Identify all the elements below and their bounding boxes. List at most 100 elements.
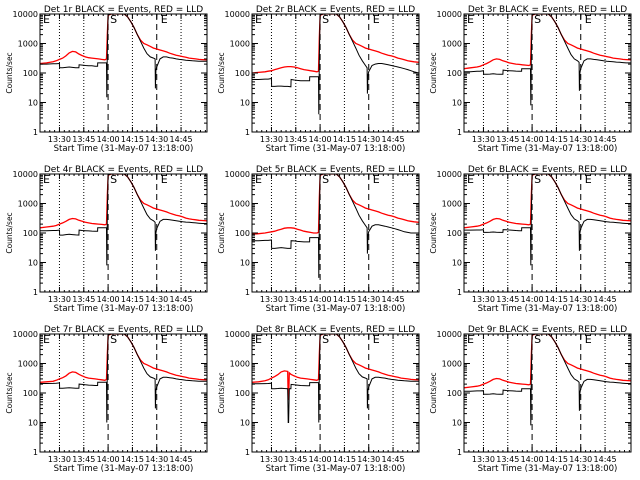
x-tick-label: 14:45 [594,135,617,144]
plot-frame [463,173,632,293]
interval-marker-label: S [322,173,329,186]
y-tick-label: 1 [33,288,38,297]
y-tick-label: 1 [33,448,38,457]
interval-marker-label: E [43,333,50,346]
y-axis-label: Counts/sec [5,212,14,253]
interval-marker-label: E [373,13,380,26]
y-tick-label: 10 [452,259,462,268]
chart-title: Det 9r BLACK = Events, RED = LLD [468,325,627,335]
interval-marker-label: E [43,13,50,26]
x-tick-label: 14:00 [309,295,332,304]
plot-frame [251,173,420,293]
y-tick-label: 1000 [18,200,38,209]
interval-marker-label: E [161,173,168,186]
plot-frame [39,13,208,133]
x-axis-label: Start Time (31-May-07 13:18:00) [54,464,194,474]
x-tick-label: 13:45 [72,455,95,464]
interval-marker-label: E [255,13,262,26]
x-tick-label: 13:30 [260,135,283,144]
x-tick-label: 14:15 [333,295,356,304]
y-tick-label: 10000 [225,10,250,19]
chart-title: Det 3r BLACK = Events, RED = LLD [468,5,627,15]
y-tick-label: 10000 [225,330,250,339]
plot-frame [251,13,420,133]
events-series-line [252,334,419,423]
x-tick-label: 14:30 [145,455,168,464]
x-tick-label: 13:30 [472,455,495,464]
x-tick-label: 14:00 [521,295,544,304]
x-tick-label: 14:30 [145,295,168,304]
x-tick-label: 14:45 [382,295,405,304]
chart-title: Det 5r BLACK = Events, RED = LLD [256,165,415,175]
y-tick-label: 1 [457,288,462,297]
x-tick-label: 14:15 [545,295,568,304]
x-tick-label: 13:30 [472,135,495,144]
events-series-line [464,334,631,426]
y-tick-label: 1000 [230,200,250,209]
interval-marker-label: E [467,173,474,186]
interval-marker-label: E [585,13,592,26]
x-tick-label: 13:45 [284,135,307,144]
y-tick-label: 100 [23,229,38,238]
interval-marker-label: S [322,13,329,26]
chart-panel: Det 5r BLACK = Events, RED = LLD 1 10 100 10… [217,165,420,314]
x-tick-label: 14:30 [569,295,592,304]
y-tick-label: 10000 [13,330,38,339]
x-axis-label: Start Time (31-May-07 13:18:00) [54,304,194,314]
y-tick-label: 1 [33,128,38,137]
x-tick-label: 14:45 [382,135,405,144]
chart-panel: Det 2r BLACK = Events, RED = LLD 1 10 100 10… [217,5,420,154]
interval-marker-label: S [110,333,117,346]
y-tick-label: 10 [452,99,462,108]
x-tick-label: 14:30 [357,455,380,464]
lld-series-line [40,334,207,383]
x-tick-label: 13:45 [72,295,95,304]
interval-marker-label: E [43,173,50,186]
interval-marker-label: E [585,333,592,346]
y-tick-label: 10000 [13,10,38,19]
lld-series-line [252,334,419,401]
x-tick-label: 13:45 [496,295,519,304]
x-tick-label: 14:00 [97,295,120,304]
y-tick-label: 100 [235,69,250,78]
x-tick-label: 14:30 [569,455,592,464]
plot-frame [39,333,208,453]
x-tick-label: 13:30 [48,295,71,304]
y-tick-label: 1 [245,128,250,137]
chart-panel: Det 1r BLACK = Events, RED = LLD 1 10 100 10… [5,5,208,154]
y-tick-label: 10 [240,419,250,428]
y-tick-label: 10000 [437,10,462,19]
events-series-line [252,174,419,278]
x-tick-label: 14:45 [594,295,617,304]
x-tick-label: 14:15 [121,295,144,304]
plot-frame [251,333,420,453]
y-tick-label: 100 [23,69,38,78]
x-tick-label: 14:00 [309,455,332,464]
chart-panel: Det 6r BLACK = Events, RED = LLD 1 10 100 10… [429,165,632,314]
y-tick-label: 1 [245,288,250,297]
x-axis-label: Start Time (31-May-07 13:18:00) [478,464,618,474]
y-axis-label: Counts/sec [217,372,226,413]
chart-panel: Det 9r BLACK = Events, RED = LLD 1 10 100 10… [429,325,632,474]
chart-panel: Det 8r BLACK = Events, RED = LLD 1 10 100 10… [217,325,420,474]
x-tick-label: 13:30 [260,455,283,464]
y-axis-label: Counts/sec [429,372,438,413]
y-tick-label: 1000 [442,40,462,49]
interval-marker-label: S [322,333,329,346]
chart-title: Det 1r BLACK = Events, RED = LLD [44,5,203,15]
y-tick-label: 10000 [13,170,38,179]
y-axis-label: Counts/sec [429,212,438,253]
chart-panel: Det 3r BLACK = Events, RED = LLD 1 10 100 10… [429,5,632,154]
y-tick-label: 10 [240,99,250,108]
y-tick-label: 100 [447,69,462,78]
x-tick-label: 13:45 [496,455,519,464]
y-axis-label: Counts/sec [429,52,438,93]
x-tick-label: 14:15 [333,135,356,144]
x-tick-label: 14:00 [521,455,544,464]
x-tick-label: 14:00 [97,455,120,464]
interval-marker-label: E [467,13,474,26]
interval-marker-label: S [534,173,541,186]
chart-panel: Det 7r BLACK = Events, RED = LLD 1 10 100 10… [5,325,208,474]
interval-marker-label: E [255,333,262,346]
interval-marker-label: E [585,173,592,186]
